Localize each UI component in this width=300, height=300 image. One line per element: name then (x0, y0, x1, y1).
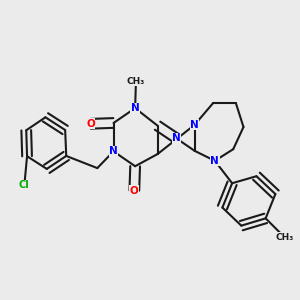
Text: N: N (211, 156, 219, 166)
Text: N: N (131, 103, 140, 113)
Text: N: N (109, 146, 118, 156)
Text: O: O (86, 119, 95, 129)
Text: O: O (130, 185, 139, 196)
Text: N: N (172, 134, 181, 143)
Text: CH₃: CH₃ (127, 76, 145, 85)
Text: Cl: Cl (19, 180, 30, 190)
Text: N: N (190, 120, 199, 130)
Text: CH₃: CH₃ (275, 233, 294, 242)
